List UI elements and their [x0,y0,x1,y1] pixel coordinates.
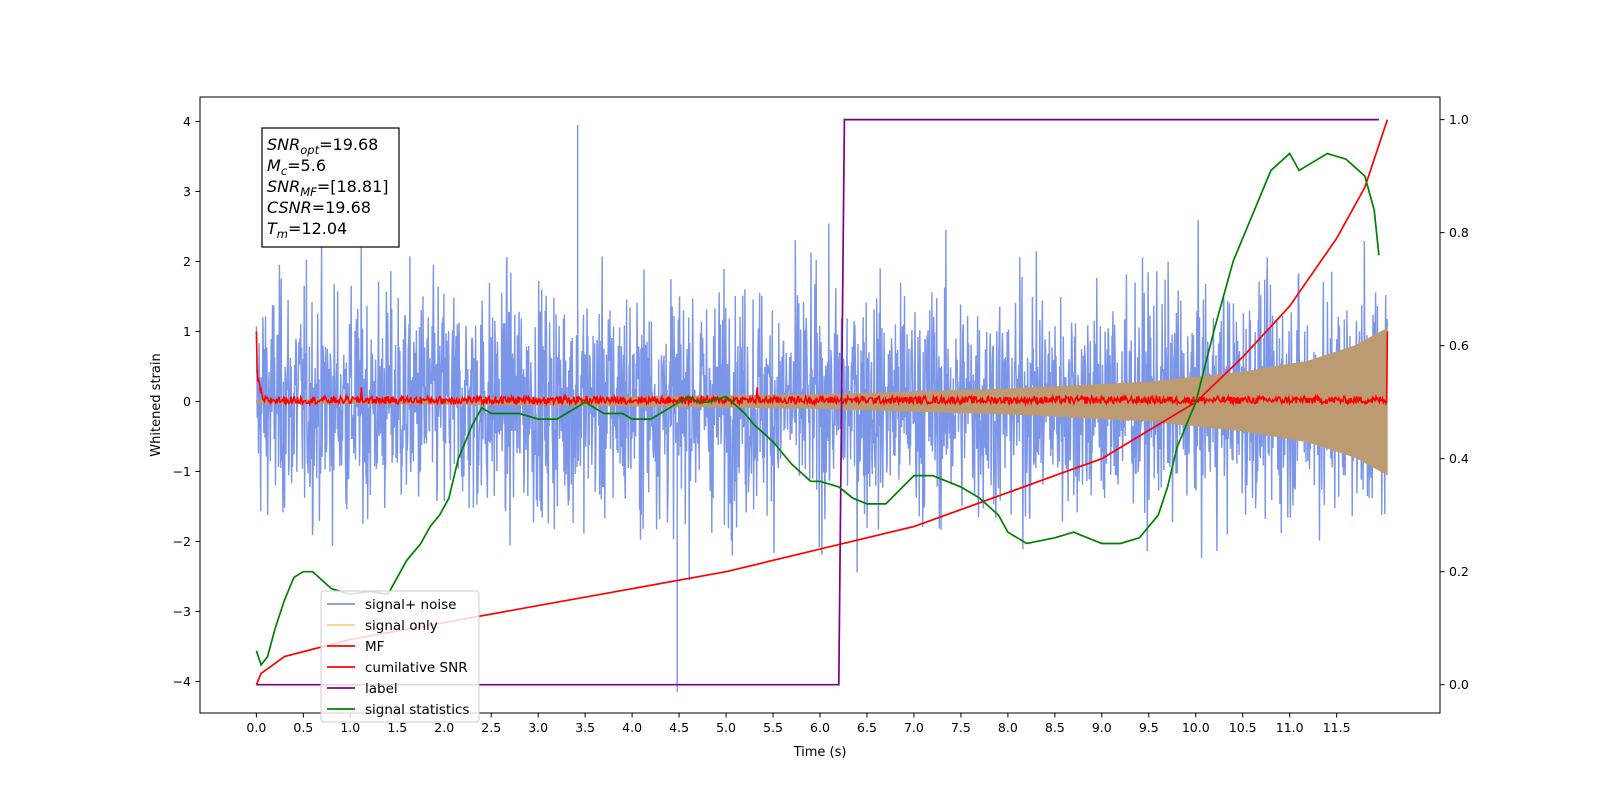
x-tick-label: 8.0 [998,720,1018,735]
x-tick-label: 5.0 [716,720,736,735]
y2-tick-label: 1.0 [1449,112,1469,127]
x-tick-label: 3.0 [528,720,548,735]
y-tick-label: −3 [173,604,191,619]
legend-label: signal+ noise [365,597,456,613]
y-tick-label: −4 [173,674,191,689]
x-tick-label: 10.5 [1229,720,1257,735]
annotation-line: CSNR=19.68 [267,198,371,217]
annotation-box: SNRopt=19.68Mc=5.6SNRMF=[18.81]CSNR=19.6… [261,127,400,248]
x-tick-label: 10.0 [1182,720,1210,735]
y2-tick-label: 0.8 [1449,225,1469,240]
legend-label: label [365,681,398,697]
x-tick-label: 0.0 [246,720,266,735]
x-tick-label: 1.0 [340,720,360,735]
x-tick-label: 11.0 [1276,720,1304,735]
y-tick-label: 1 [183,324,191,339]
legend-label: signal only [365,618,438,634]
x-tick-label: 0.5 [293,720,313,735]
x-tick-label: 6.0 [810,720,830,735]
x-tick-label: 5.5 [763,720,783,735]
series-signal-statistics-line [255,152,1380,667]
y-axis-label: Whitened strain [149,353,164,456]
x-axis-label: Time (s) [793,745,847,760]
x-tick-label: 7.0 [904,720,924,735]
annotation-line: SNRMF=[18.81] [267,177,389,199]
y2-tick-label: 0.2 [1449,564,1469,579]
series-label-line [256,118,1379,686]
y-tick-label: 4 [183,114,191,129]
x-tick-label: 9.5 [1139,720,1159,735]
legend: signal+ noise signal only MF cumilative SNR… [320,590,480,723]
x-tick-label: 4.5 [669,720,689,735]
legend-frame [320,590,480,723]
y-tick-label: −1 [173,464,191,479]
x-tick-label: 11.5 [1323,720,1351,735]
x-tick-label: 2.5 [481,720,501,735]
y2-tick-label: 0.0 [1449,677,1469,692]
x-tick-label: 7.5 [951,720,971,735]
annotation-line: Mc=5.6 [267,156,326,178]
x-tick-label: 4.0 [622,720,642,735]
annotation-frame [261,127,400,248]
y-tick-label: −2 [173,534,191,549]
annotation-line: SNRopt=19.68 [267,135,378,157]
legend-label: signal statistics [365,702,469,718]
x-tick-label: 8.5 [1045,720,1065,735]
y-tick-label: 3 [183,184,191,199]
y2-tick-label: 0.4 [1449,451,1469,466]
x-tick-label: 3.5 [575,720,595,735]
x-tick-label: 6.5 [857,720,877,735]
annotation-line: Tm=12.04 [267,219,347,241]
x-tick-label: 2.0 [434,720,454,735]
legend-label: MF [365,639,384,655]
y-tick-label: 2 [183,254,191,269]
legend-label: cumilative SNR [365,660,468,676]
x-tick-label: 1.5 [387,720,407,735]
y-tick-label: 0 [183,394,191,409]
x-tick-label: 9.0 [1092,720,1112,735]
y2-tick-label: 0.6 [1449,338,1469,353]
